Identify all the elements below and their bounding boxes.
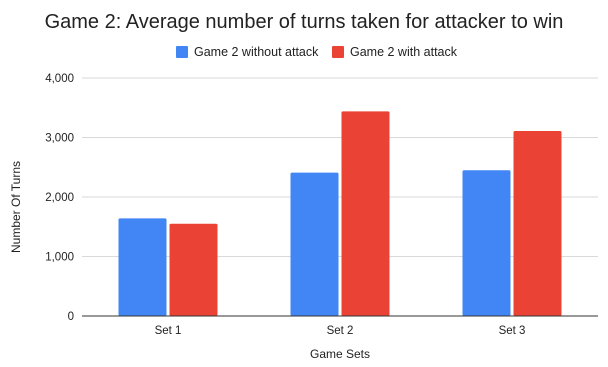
legend: Game 2 without attack Game 2 with attack <box>176 45 458 59</box>
legend-swatch-without-attack <box>176 46 188 58</box>
x-tick-label: Set 3 <box>499 325 526 337</box>
bars <box>118 111 562 316</box>
legend-swatch-with-attack <box>332 46 344 58</box>
bar-set-2-without-attack <box>290 172 339 316</box>
y-tick-label: 3,000 <box>45 133 74 145</box>
gridlines <box>82 77 598 257</box>
legend-label-without-attack: Game 2 without attack <box>194 45 319 59</box>
y-axis-title: Number Of Turns <box>9 161 23 253</box>
bar-set-1-with-attack <box>169 223 218 316</box>
y-tick-label: 0 <box>68 311 74 323</box>
x-tick-label: Set 1 <box>155 325 182 337</box>
legend-label-with-attack: Game 2 with attack <box>350 45 458 59</box>
bar-set-2-with-attack <box>341 111 390 316</box>
x-tick-label: Set 2 <box>327 325 354 337</box>
x-axis-ticks: Set 1 Set 2 Set 3 <box>155 325 526 337</box>
bar-set-1-without-attack <box>118 218 167 316</box>
y-axis-ticks: 0 1,000 2,000 3,000 4,000 <box>45 73 74 323</box>
x-axis-title: Game Sets <box>310 347 370 361</box>
chart-title: Game 2: Average number of turns taken fo… <box>45 11 564 33</box>
bar-set-3-without-attack <box>462 170 511 316</box>
y-tick-label: 2,000 <box>45 192 74 204</box>
bar-set-3-with-attack <box>513 130 562 316</box>
y-tick-label: 1,000 <box>45 252 74 264</box>
y-tick-label: 4,000 <box>45 73 74 85</box>
